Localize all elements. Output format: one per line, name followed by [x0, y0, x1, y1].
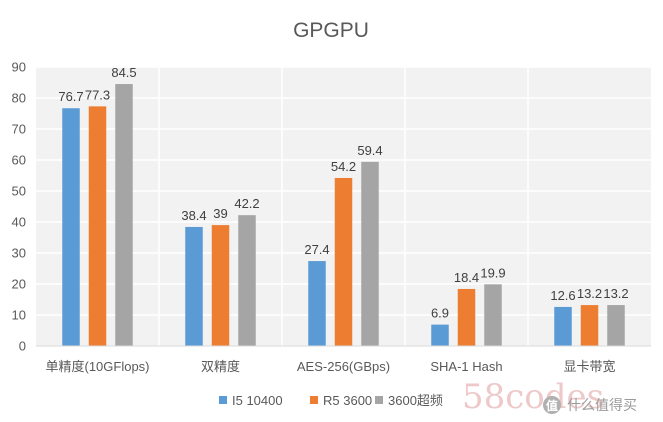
bar-series2-cat1 [238, 215, 256, 346]
bar-series1-cat0 [88, 106, 107, 347]
bar-series0-cat3 [431, 324, 449, 346]
chart-title: GPGPU [293, 19, 369, 42]
watermark-badge-icon [543, 396, 561, 414]
x-category-label-4: 显卡带宽 [563, 359, 615, 374]
bar-series0-cat2 [308, 261, 326, 346]
data-label-series1-cat4: 13.2 [577, 286, 602, 301]
bar-series2-cat0 [115, 84, 133, 347]
y-tick-label-4: 40 [12, 215, 26, 230]
data-label-series1-cat2: 54.2 [331, 159, 356, 174]
legend: I5 10400 R5 3600 3600超频 [219, 393, 443, 408]
x-category-label-3: SHA-1 Hash [430, 359, 502, 374]
y-tick-label-9: 90 [12, 60, 26, 75]
bar-series1-cat1 [211, 225, 230, 346]
plot-band-4 [528, 67, 651, 346]
bar-series2-cat4 [607, 305, 625, 346]
bar-series1-cat4 [580, 305, 599, 346]
x-category-label-2: AES-256(GBps) [297, 359, 390, 374]
bar-series0-cat1 [185, 226, 203, 346]
y-tick-label-7: 70 [12, 122, 26, 137]
legend-label-1: R5 3600 [323, 393, 372, 408]
data-label-series2-cat3: 19.9 [480, 265, 505, 280]
bar-series1-cat3 [457, 288, 476, 346]
legend-label-0: I5 10400 [232, 393, 283, 408]
legend-swatch-0 [219, 396, 227, 404]
data-label-series2-cat4: 13.2 [603, 286, 628, 301]
data-label-series0-cat1: 38.4 [181, 208, 206, 223]
data-label-series0-cat0: 76.7 [58, 89, 83, 104]
data-label-series2-cat2: 59.4 [357, 143, 382, 158]
axes-group: 0 10 20 30 40 50 60 70 80 90 单精度(10GFlops) 双精度 AES-2… [12, 60, 651, 374]
plot-area-background [36, 67, 651, 346]
legend-swatch-2 [375, 396, 383, 404]
watermark-badge-glyph: 值 [546, 398, 558, 413]
data-label-series0-cat2: 27.4 [304, 242, 329, 257]
watermark-site-text: 什么值得买 [567, 397, 637, 413]
y-tick-label-0: 0 [19, 339, 26, 354]
y-tick-label-8: 80 [12, 91, 26, 106]
bars-group [62, 84, 625, 347]
data-label-series1-cat1: 39 [213, 206, 227, 221]
y-tick-label-2: 20 [12, 277, 26, 292]
data-labels-group: 76.7 38.4 27.4 6.9 12.6 77.3 39 54.2 18.4 13.2 84.… [58, 65, 628, 321]
legend-swatch-1 [310, 396, 318, 404]
bar-series0-cat4 [554, 306, 572, 346]
x-category-label-0: 单精度(10GFlops) [45, 359, 149, 374]
data-label-series2-cat0: 84.5 [111, 65, 136, 80]
y-tick-label-5: 50 [12, 184, 26, 199]
data-label-series1-cat3: 18.4 [454, 270, 479, 285]
y-tick-label-3: 30 [12, 246, 26, 261]
data-label-series2-cat1: 42.2 [234, 196, 259, 211]
bar-series1-cat2 [334, 177, 353, 346]
y-tick-label-6: 60 [12, 153, 26, 168]
watermark: 58codes 值 什么值得买 [462, 377, 637, 417]
bar-series2-cat2 [361, 161, 379, 346]
y-tick-label-1: 10 [12, 308, 26, 323]
data-label-series1-cat0: 77.3 [85, 87, 110, 102]
bar-series2-cat3 [484, 284, 502, 346]
x-category-label-1: 双精度 [201, 359, 240, 374]
bar-series0-cat0 [62, 108, 80, 346]
watermark-logo-text: 58codes [462, 377, 604, 417]
legend-label-2: 3600超频 [388, 393, 443, 408]
data-label-series0-cat3: 6.9 [431, 306, 449, 321]
data-label-series0-cat4: 12.6 [550, 288, 575, 303]
